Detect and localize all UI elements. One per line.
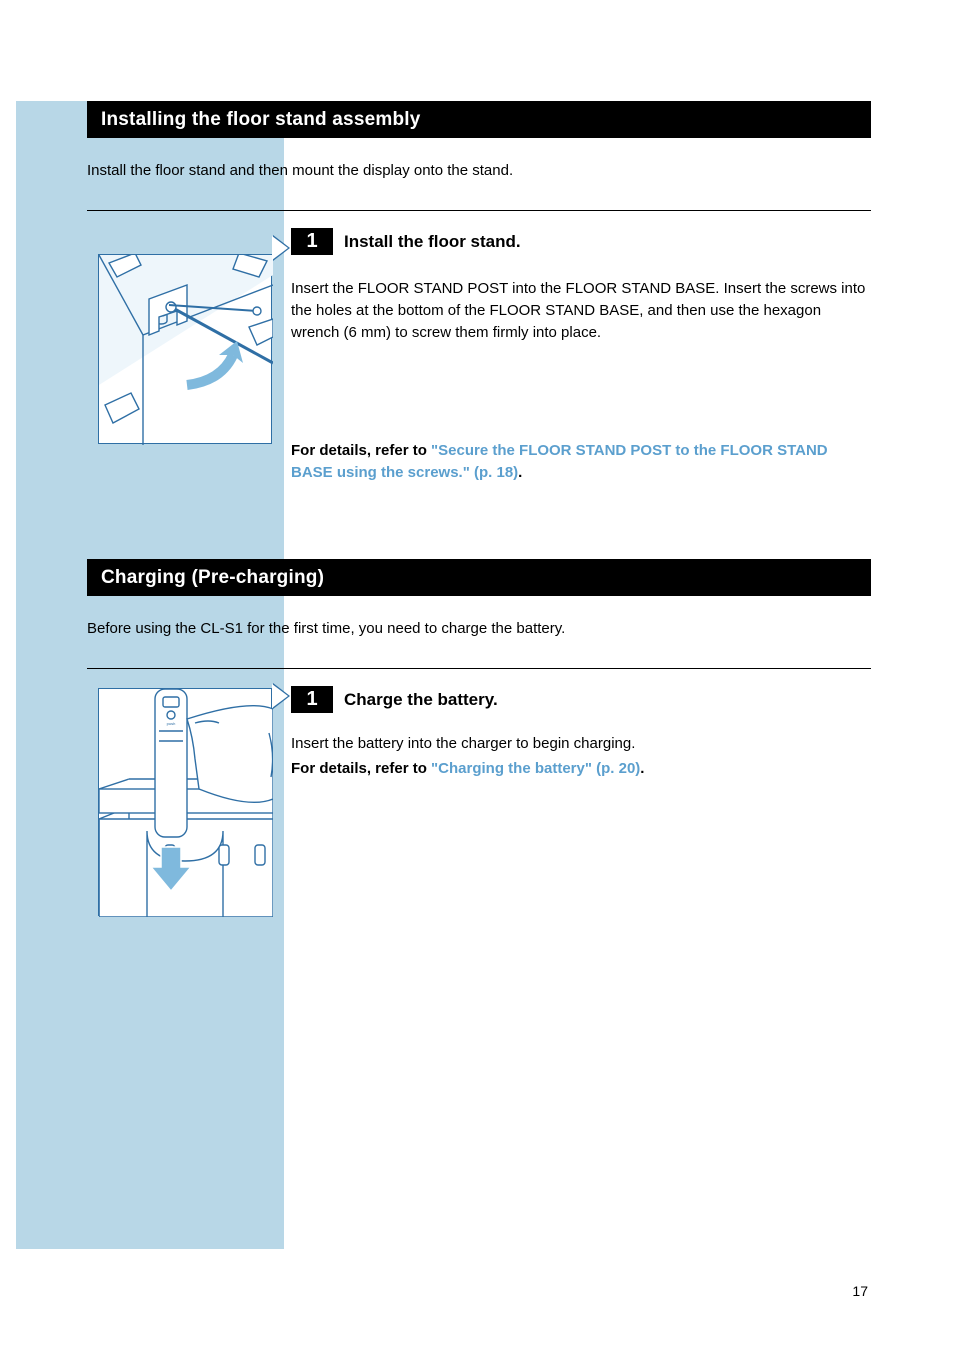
- divider-1: [87, 210, 871, 211]
- illustration-charging: push: [98, 688, 272, 916]
- step-link-lead-1: For details, refer to: [291, 442, 431, 459]
- step-link-tail-1: .: [518, 464, 522, 481]
- step-body-2: Insert the battery into the charger to b…: [291, 733, 873, 755]
- step-heading-1: Install the floor stand.: [344, 232, 874, 252]
- step-link-line-2: For details, refer to "Charging the batt…: [291, 758, 873, 780]
- step-heading-2: Charge the battery.: [344, 690, 874, 710]
- section-heading-floor-stand: Installing the floor stand assembly: [87, 101, 871, 138]
- section-heading-text: Installing the floor stand assembly: [101, 109, 421, 131]
- page: Installing the floor stand assembly Inst…: [0, 0, 954, 1346]
- step-link-tail-2: .: [640, 760, 644, 777]
- page-number: 17: [852, 1283, 868, 1299]
- step-link-line-1: For details, refer to "Secure the FLOOR …: [291, 440, 873, 484]
- callout-pointer-2: [272, 684, 288, 708]
- section-heading-charging: Charging (Pre-charging): [87, 559, 871, 596]
- step-number-1-text: 1: [306, 230, 317, 253]
- section-heading-text-2: Charging (Pre-charging): [101, 567, 324, 589]
- step-link-lead-2: For details, refer to: [291, 760, 431, 777]
- step-number-2: 1: [291, 686, 333, 713]
- link-charging-detail[interactable]: "Charging the battery" (p. 20): [431, 760, 640, 777]
- svg-text:push: push: [167, 721, 176, 726]
- divider-2: [87, 668, 871, 669]
- step-body-1: Insert the FLOOR STAND POST into the FLO…: [291, 278, 873, 343]
- step-number-2-text: 1: [306, 688, 317, 711]
- illustration-floor-stand: [98, 254, 272, 444]
- section-intro-2: Before using the CL-S1 for the first tim…: [87, 618, 871, 640]
- callout-pointer-1: [272, 236, 288, 260]
- step-number-1: 1: [291, 228, 333, 255]
- section-intro-1: Install the floor stand and then mount t…: [87, 160, 871, 182]
